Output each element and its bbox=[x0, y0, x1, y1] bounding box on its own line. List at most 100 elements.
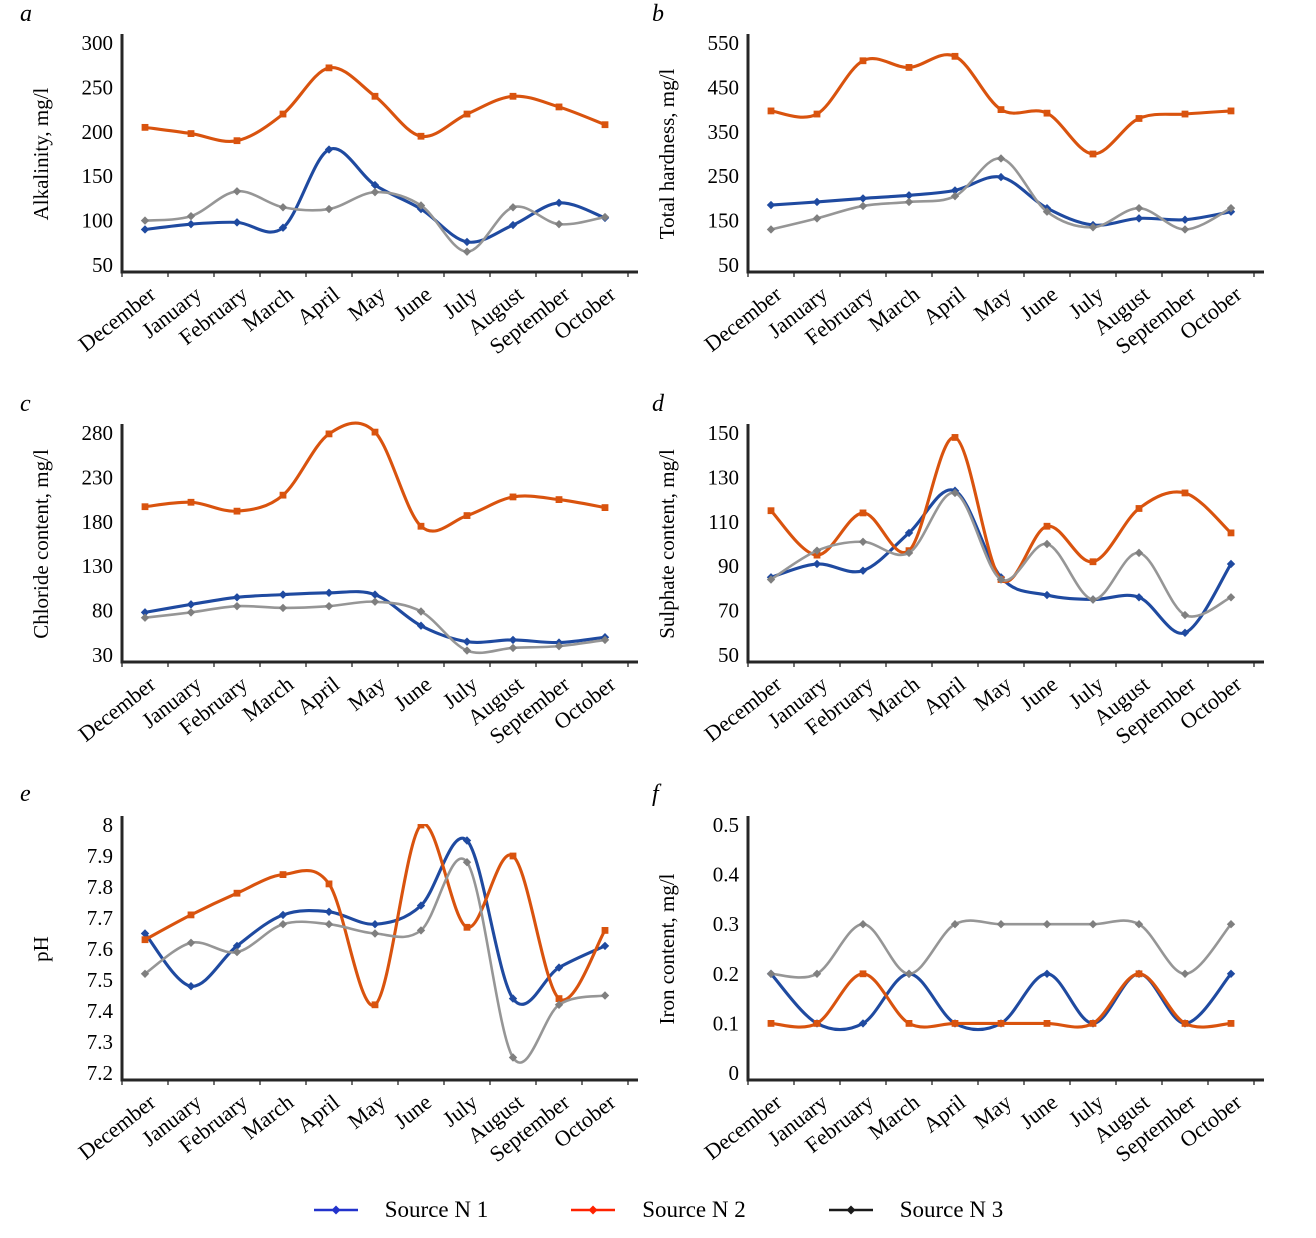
y-tick-label: 0.4 bbox=[713, 863, 740, 887]
y-tick-label: 280 bbox=[82, 421, 114, 445]
legend-swatch-source-2-icon bbox=[571, 1205, 616, 1215]
series-marker-2 bbox=[325, 880, 333, 888]
series-marker-3 bbox=[416, 201, 426, 210]
series-marker-2 bbox=[859, 57, 867, 65]
series-marker-1 bbox=[232, 218, 242, 227]
y-tick-label: 7.8 bbox=[87, 875, 113, 899]
series-marker-2 bbox=[509, 493, 517, 501]
chart-panel-b: b 550 450 350 250 150 50 December January Februa… bbox=[652, 0, 1316, 390]
series-marker-3 bbox=[766, 225, 776, 234]
series-marker-1 bbox=[1180, 215, 1190, 224]
series-marker-2 bbox=[951, 434, 959, 441]
series-line-2 bbox=[143, 66, 607, 143]
plot-area bbox=[140, 421, 610, 655]
series-marker-3 bbox=[812, 546, 822, 555]
series-marker-2 bbox=[1089, 150, 1097, 158]
chart-canvas-iron: 0.50.40.30.20.10DecemberJanuaryFebruaryM… bbox=[655, 813, 1264, 1167]
series-marker-2 bbox=[371, 92, 379, 100]
y-axis-title: Sulphate content, mg/l bbox=[655, 449, 679, 639]
series-marker-3 bbox=[1088, 595, 1098, 604]
series-marker-1 bbox=[554, 198, 564, 208]
series-line-2 bbox=[143, 421, 607, 533]
series-marker-3 bbox=[554, 641, 564, 651]
series-marker-2 bbox=[813, 110, 821, 118]
series-marker-2 bbox=[1135, 970, 1143, 978]
x-tick-label-june: June bbox=[1015, 1089, 1062, 1134]
series-marker-1 bbox=[904, 191, 914, 200]
y-tick-label: 7.3 bbox=[87, 1030, 113, 1054]
series-marker-2 bbox=[141, 936, 149, 944]
series-marker-1 bbox=[462, 637, 472, 646]
series-marker-1 bbox=[904, 528, 914, 538]
series-marker-1 bbox=[996, 172, 1006, 182]
y-tick-label: 150 bbox=[82, 164, 114, 188]
series-marker-2 bbox=[141, 123, 149, 131]
series-marker-2 bbox=[555, 496, 563, 503]
y-tick-label: 250 bbox=[708, 164, 740, 188]
series-marker-3 bbox=[996, 154, 1006, 163]
chart-canvas-ph: 87.97.87.77.67.57.47.37.2DecemberJanuary… bbox=[29, 813, 638, 1167]
series-marker-2 bbox=[1227, 107, 1235, 115]
series-marker-3 bbox=[140, 613, 150, 622]
y-tick-label: 7.5 bbox=[87, 968, 113, 992]
series-marker-2 bbox=[997, 1020, 1005, 1027]
chart-letter-c: c bbox=[20, 391, 31, 417]
series-marker-2 bbox=[463, 512, 471, 519]
series-marker-3 bbox=[996, 920, 1006, 929]
series-marker-1 bbox=[324, 145, 334, 154]
y-tick-label: 230 bbox=[82, 465, 114, 489]
series-marker-1 bbox=[1134, 214, 1144, 223]
series-marker-1 bbox=[462, 237, 472, 247]
series-marker-1 bbox=[462, 836, 472, 845]
x-tick-label-march: March bbox=[237, 1089, 298, 1144]
series-marker-2 bbox=[1089, 558, 1097, 566]
chart-panel-a: a 300 250 200 150 100 50 December January Februa… bbox=[0, 0, 658, 390]
chart-letter-f: f bbox=[652, 781, 659, 807]
y-tick-label: 7.2 bbox=[87, 1061, 113, 1085]
series-marker-2 bbox=[905, 1020, 913, 1027]
plot-area bbox=[766, 919, 1236, 1032]
x-tick-label-march: March bbox=[863, 1089, 924, 1144]
series-marker-2 bbox=[371, 1001, 379, 1009]
x-tick-label-june: June bbox=[389, 671, 436, 716]
series-marker-1 bbox=[1042, 590, 1052, 600]
series-marker-2 bbox=[1181, 110, 1189, 118]
series-marker-2 bbox=[187, 911, 195, 919]
series-marker-1 bbox=[140, 225, 150, 234]
series-marker-3 bbox=[508, 1053, 518, 1062]
series-marker-3 bbox=[950, 191, 960, 201]
series-marker-1 bbox=[812, 197, 822, 207]
y-tick-label: 250 bbox=[82, 75, 114, 99]
series-marker-3 bbox=[370, 597, 380, 606]
y-tick-label: 130 bbox=[708, 465, 740, 489]
series-line-3 bbox=[769, 157, 1233, 231]
series-marker-3 bbox=[1134, 203, 1144, 213]
series-marker-2 bbox=[555, 995, 563, 1002]
x-tick-label-june: June bbox=[1015, 281, 1062, 326]
series-marker-3 bbox=[950, 920, 960, 929]
series-marker-2 bbox=[951, 52, 959, 60]
plot-area bbox=[140, 824, 610, 1064]
series-marker-2 bbox=[417, 824, 425, 829]
x-tick-label-june: June bbox=[389, 1089, 436, 1134]
y-tick-label: 300 bbox=[82, 31, 114, 55]
series-marker-3 bbox=[508, 203, 518, 212]
series-marker-2 bbox=[417, 522, 425, 530]
series-marker-2 bbox=[417, 132, 425, 140]
chart-letter-b: b bbox=[652, 1, 664, 27]
x-tick-label-may: May bbox=[969, 281, 1016, 326]
legend-marker bbox=[846, 1205, 856, 1215]
series-marker-3 bbox=[140, 216, 150, 225]
y-tick-label: 0.1 bbox=[713, 1011, 739, 1035]
series-marker-1 bbox=[186, 219, 196, 229]
series-marker-2 bbox=[233, 507, 241, 515]
legend-label-source-2: Source N 2 bbox=[642, 1197, 746, 1222]
series-marker-3 bbox=[186, 938, 196, 947]
series-marker-3 bbox=[1180, 225, 1190, 234]
series-line-1 bbox=[769, 488, 1233, 635]
series-marker-2 bbox=[187, 498, 195, 506]
series-marker-1 bbox=[324, 588, 334, 598]
series-marker-3 bbox=[950, 488, 960, 498]
y-tick-label: 30 bbox=[92, 643, 113, 667]
series-marker-2 bbox=[859, 970, 867, 978]
